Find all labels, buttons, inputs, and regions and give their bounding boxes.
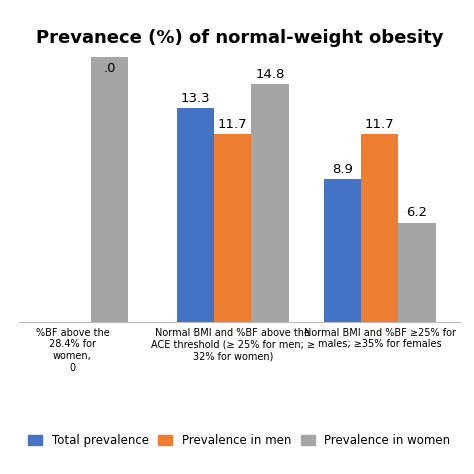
Bar [91,0,128,322]
Bar [214,134,251,322]
Text: 14.8: 14.8 [255,68,285,81]
Text: 11.7: 11.7 [218,118,247,131]
Text: 8.9: 8.9 [332,163,353,176]
Bar [361,134,398,322]
Text: 6.2: 6.2 [407,206,428,219]
Bar [177,109,214,322]
Text: 11.7: 11.7 [365,118,394,131]
Legend: Total prevalence, Prevalence in men, Prevalence in women: Total prevalence, Prevalence in men, Pre… [24,429,455,452]
Bar [324,179,361,322]
Text: 13.3: 13.3 [181,92,210,105]
Text: .0: .0 [103,62,116,75]
Bar [398,223,436,322]
Bar [251,84,289,322]
Title: Prevanece (%) of normal-weight obesity: Prevanece (%) of normal-weight obesity [36,29,443,47]
